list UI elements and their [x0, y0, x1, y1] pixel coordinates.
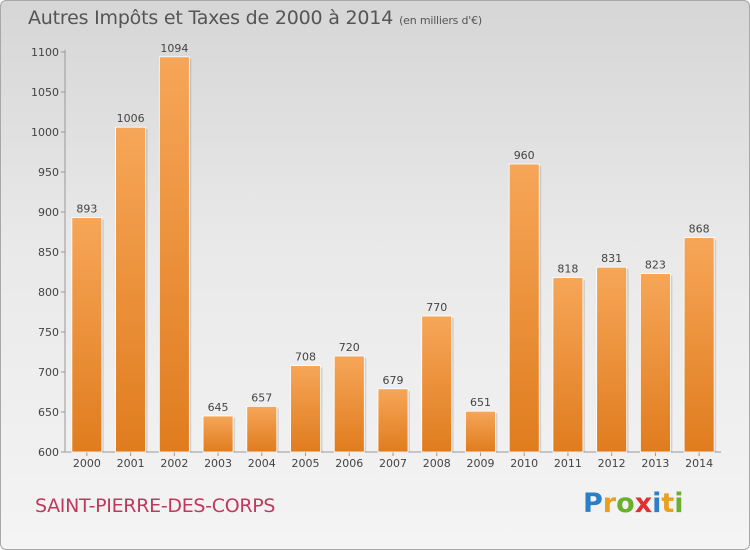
- x-tick-label: 2012: [598, 457, 626, 470]
- bar-value-label: 1094: [160, 42, 188, 55]
- x-tick-label: 2004: [248, 457, 276, 470]
- x-tick-label: 2003: [204, 457, 232, 470]
- x-tick-label: 2009: [466, 457, 494, 470]
- bar: [115, 126, 146, 453]
- bar: [552, 277, 584, 453]
- chart-bars: [71, 56, 717, 453]
- bar: [508, 163, 540, 453]
- bar: [333, 355, 365, 453]
- bar: [377, 388, 409, 453]
- logo-letter: r: [602, 488, 617, 519]
- y-tick-label: 900: [38, 206, 59, 219]
- x-tick-label: 2002: [160, 457, 188, 470]
- chart-labels: 893 2000 1006 2001 1094 2002 645 2003 657 2004 708…: [73, 42, 713, 470]
- bar-value-label: 868: [689, 223, 710, 236]
- bar-value-label: 679: [383, 374, 404, 387]
- y-tick-label: 800: [38, 286, 59, 299]
- proxiti-logo[interactable]: Proxiti: [583, 488, 684, 519]
- chart-title: Autres Impôts et Taxes de 2000 à 2014 (en…: [28, 7, 482, 29]
- y-tick-label: 1100: [31, 46, 59, 59]
- bar-value-label: 708: [295, 351, 316, 364]
- y-tick-label: 850: [38, 246, 59, 259]
- y-tick-label: 600: [38, 446, 59, 459]
- bar-value-label: 770: [426, 301, 447, 314]
- x-tick-label: 2006: [335, 457, 363, 470]
- x-tick-label: 2013: [641, 457, 669, 470]
- bar: [246, 405, 278, 453]
- bar-value-label: 651: [470, 396, 491, 409]
- x-tick-label: 2010: [510, 457, 538, 470]
- x-tick-label: 2011: [554, 457, 582, 470]
- x-tick-label: 2008: [423, 457, 451, 470]
- bar: [596, 266, 628, 453]
- bar-value-label: 823: [645, 259, 666, 272]
- y-tick-label: 650: [38, 406, 59, 419]
- logo-letter: x: [634, 488, 653, 519]
- bar-value-label: 818: [557, 263, 578, 276]
- bar: [158, 56, 190, 453]
- logo-letter: P: [583, 488, 603, 519]
- bar-value-label: 720: [339, 341, 360, 354]
- chart-title-text: Autres Impôts et Taxes de 2000 à 2014: [28, 7, 394, 29]
- y-tick-label: 700: [38, 366, 59, 379]
- logo-letter: i: [674, 488, 684, 519]
- bar: [683, 237, 715, 453]
- bar-value-label: 645: [208, 401, 229, 414]
- bar-value-label: 1006: [117, 112, 145, 125]
- y-tick-label: 1000: [31, 126, 59, 139]
- bar: [640, 273, 671, 453]
- x-tick-label: 2000: [73, 457, 101, 470]
- logo-letter: i: [652, 488, 662, 519]
- x-tick-label: 2001: [117, 457, 145, 470]
- logo-letter: t: [661, 488, 675, 519]
- bar: [421, 315, 453, 453]
- y-tick-label: 950: [38, 166, 59, 179]
- bar: [290, 365, 321, 453]
- x-tick-label: 2014: [685, 457, 713, 470]
- bar: [71, 217, 103, 453]
- bar-value-label: 831: [601, 252, 622, 265]
- logo-letter: o: [616, 488, 635, 519]
- y-tick-label: 1050: [31, 86, 59, 99]
- bar-value-label: 893: [76, 203, 97, 216]
- x-tick-label: 2007: [379, 457, 407, 470]
- bar-value-label: 657: [251, 391, 272, 404]
- bar: [465, 410, 496, 453]
- bar: [202, 415, 234, 453]
- y-tick-label: 750: [38, 326, 59, 339]
- bar-value-label: 960: [514, 149, 535, 162]
- x-tick-label: 2005: [292, 457, 320, 470]
- chart-subtitle: (en milliers d'€): [399, 14, 482, 27]
- city-name: SAINT-PIERRE-DES-CORPS: [35, 495, 276, 517]
